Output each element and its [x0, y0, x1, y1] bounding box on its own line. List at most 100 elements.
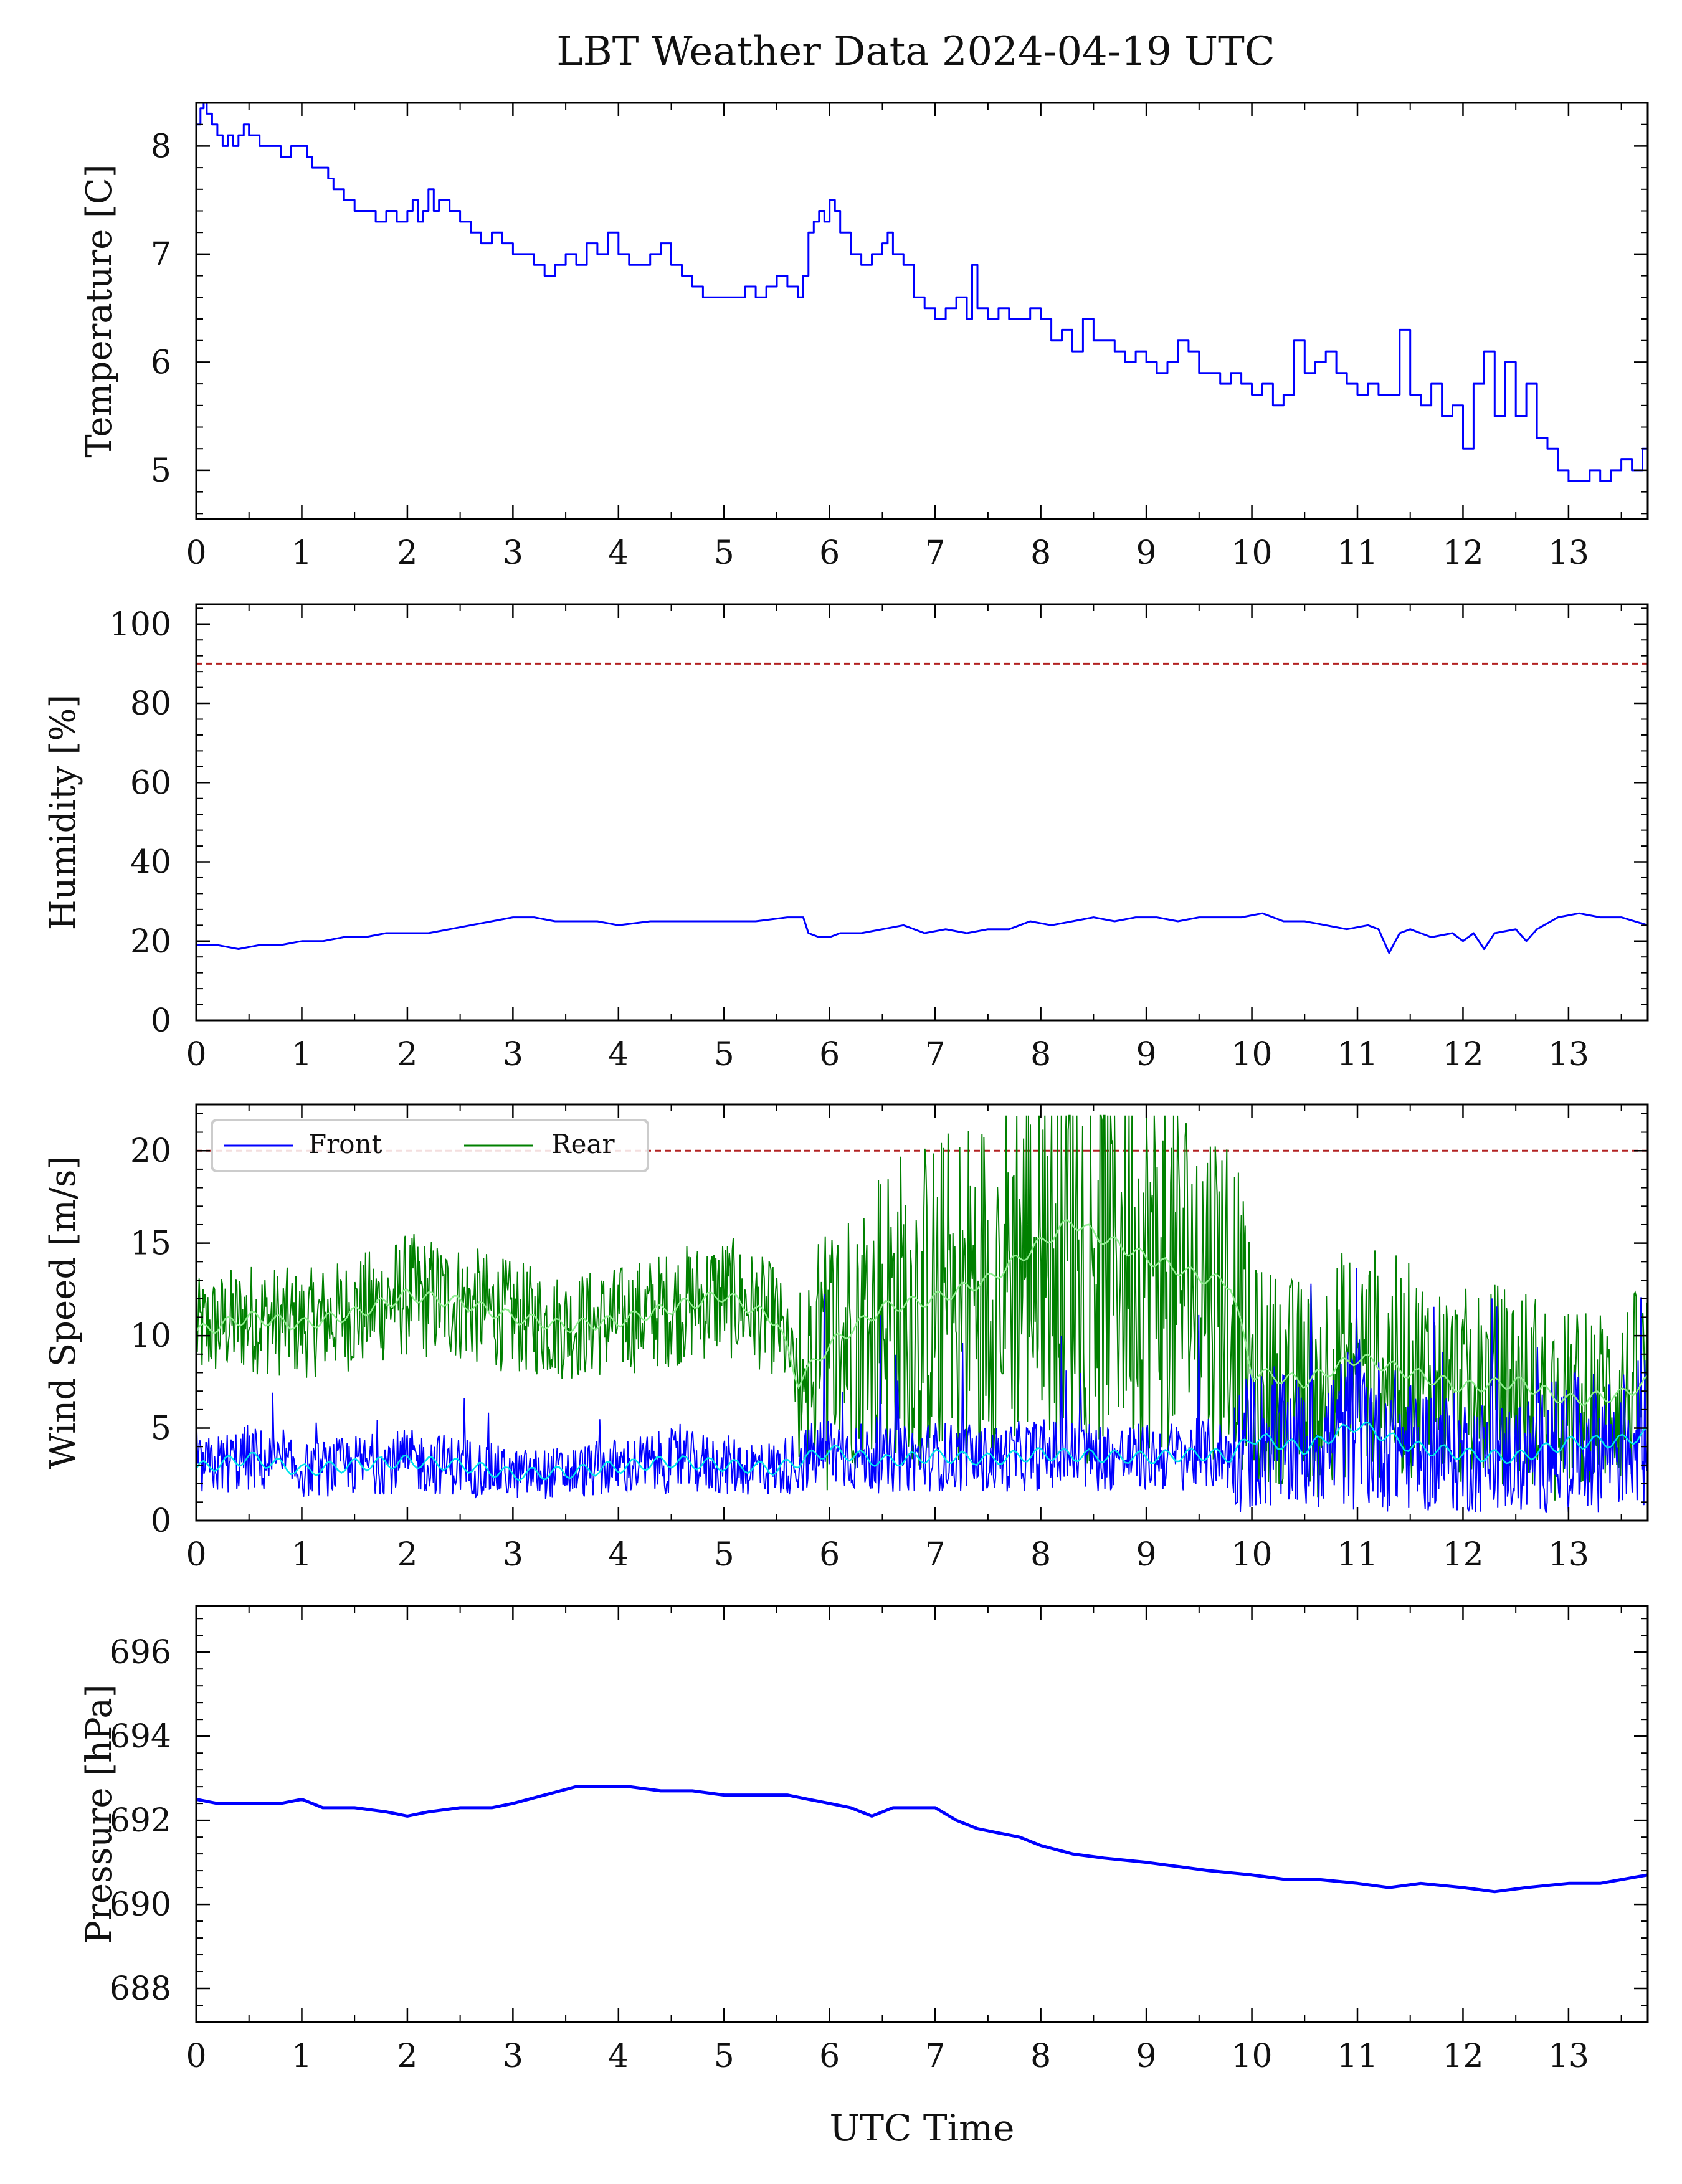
plot-area-pressure — [196, 1785, 1648, 1894]
series-front-smoothed — [196, 1422, 1648, 1482]
y-tick-label: 60 — [130, 764, 171, 802]
legend-box — [211, 1119, 649, 1172]
x-tick-label: 13 — [1548, 534, 1589, 572]
x-tick-label: 11 — [1337, 1536, 1378, 1574]
series-rear-smoothed — [196, 1219, 1648, 1407]
x-tick-label: 5 — [714, 1536, 734, 1574]
x-tick-label: 0 — [186, 1036, 206, 1073]
x-tick-label: 13 — [1548, 1536, 1589, 1574]
x-tick-label: 6 — [819, 1036, 840, 1073]
x-tick-label: 3 — [503, 534, 523, 572]
x-tick-label: 0 — [186, 534, 206, 572]
y-axis-label: Temperature [C] — [79, 164, 120, 457]
y-tick-label: 688 — [110, 1970, 171, 2008]
x-tick-label: 2 — [397, 1036, 417, 1073]
series-temperature — [196, 103, 1648, 482]
y-axis-label: Humidity [%] — [43, 695, 83, 931]
x-tick-label: 4 — [608, 534, 629, 572]
x-tick-label: 9 — [1136, 2038, 1157, 2075]
x-tick-label: 8 — [1030, 534, 1051, 572]
y-tick-label: 696 — [110, 1634, 171, 1671]
y-tick-label: 694 — [110, 1718, 171, 1755]
y-tick-label: 10 — [130, 1318, 171, 1355]
series-humidity — [196, 912, 1648, 954]
x-tick-label: 12 — [1442, 1536, 1483, 1574]
y-tick-label: 100 — [110, 606, 171, 643]
x-tick-label: 4 — [608, 2038, 629, 2075]
y-tick-label: 8 — [151, 128, 171, 165]
y-tick-label: 0 — [151, 1503, 171, 1540]
x-tick-label: 1 — [292, 1036, 312, 1073]
x-tick-label: 7 — [925, 534, 946, 572]
y-axis-label: Wind Speed [m/s] — [43, 1156, 83, 1469]
x-tick-label: 12 — [1442, 1036, 1483, 1073]
x-tick-label: 1 — [292, 534, 312, 572]
y-tick-label: 5 — [151, 1410, 171, 1448]
x-tick-label: 2 — [397, 534, 417, 572]
x-tick-label: 2 — [397, 1536, 417, 1574]
plot-area-humidity — [196, 662, 1648, 954]
x-tick-label: 9 — [1136, 1036, 1157, 1073]
x-tick-label: 4 — [608, 1536, 629, 1574]
y-tick-label: 40 — [130, 844, 171, 881]
axes-frame — [195, 1103, 1649, 1522]
y-tick-label: 80 — [130, 685, 171, 723]
x-tick-label: 4 — [608, 1036, 629, 1073]
y-tick-label: 15 — [130, 1225, 171, 1263]
panel-pressure: 0 1 2 3 4 5 6 7 8 9 10 11 12 13688690692694696Pressur… — [79, 1605, 1649, 2149]
x-tick-label: 8 — [1030, 1036, 1051, 1073]
x-tick-label: 3 — [503, 1536, 523, 1574]
x-tick-label: 11 — [1337, 534, 1378, 572]
x-tick-label: 2 — [397, 2038, 417, 2075]
y-axis-label: Pressure [hPa] — [79, 1684, 120, 1944]
x-tick-label: 3 — [503, 1036, 523, 1073]
legend-label-rear: Rear — [551, 1129, 615, 1159]
y-tick-label: 20 — [130, 923, 171, 961]
x-tick-label: 6 — [819, 1536, 840, 1574]
series-rear-raw — [196, 1114, 1648, 1501]
x-tick-label: 12 — [1442, 2038, 1483, 2075]
series-front-raw — [196, 1268, 1648, 1513]
figure-title: LBT Weather Data 2024-04-19 UTC — [556, 29, 1275, 75]
x-tick-label: 8 — [1030, 2038, 1051, 2075]
y-tick-label: 5 — [151, 452, 171, 490]
y-tick-label: 6 — [151, 344, 171, 381]
x-tick-label: 11 — [1337, 2038, 1378, 2075]
x-tick-label: 5 — [714, 534, 734, 572]
x-tick-label: 13 — [1548, 1036, 1589, 1073]
legend-label-front: Front — [308, 1129, 382, 1159]
x-tick-label: 11 — [1337, 1036, 1378, 1073]
x-tick-label: 10 — [1231, 2038, 1272, 2075]
x-tick-label: 10 — [1231, 1036, 1272, 1073]
x-tick-label: 9 — [1136, 534, 1157, 572]
axes-frame — [195, 102, 1649, 520]
x-tick-label: 13 — [1548, 2038, 1589, 2075]
series-pressure — [196, 1785, 1648, 1894]
x-tick-label: 9 — [1136, 1536, 1157, 1574]
y-tick-label: 0 — [151, 1002, 171, 1040]
y-tick-label: 692 — [110, 1802, 171, 1840]
axes-frame — [195, 603, 1649, 1022]
y-tick-label: 20 — [130, 1132, 171, 1170]
x-tick-label: 8 — [1030, 1536, 1051, 1574]
x-tick-label: 10 — [1231, 1536, 1272, 1574]
x-tick-label: 12 — [1442, 534, 1483, 572]
x-tick-label: 6 — [819, 534, 840, 572]
x-tick-label: 1 — [292, 1536, 312, 1574]
x-tick-label: 5 — [714, 1036, 734, 1073]
x-tick-label: 5 — [714, 2038, 734, 2075]
y-tick-label: 7 — [151, 236, 171, 273]
x-axis-label: UTC Time — [830, 2107, 1015, 2149]
x-tick-label: 10 — [1231, 534, 1272, 572]
x-tick-label: 3 — [503, 2038, 523, 2075]
x-tick-label: 0 — [186, 1536, 206, 1574]
y-tick-label: 690 — [110, 1886, 171, 1924]
x-tick-label: 6 — [819, 2038, 840, 2075]
x-tick-label: 7 — [925, 1536, 946, 1574]
legend: Front Rear — [211, 1119, 649, 1172]
